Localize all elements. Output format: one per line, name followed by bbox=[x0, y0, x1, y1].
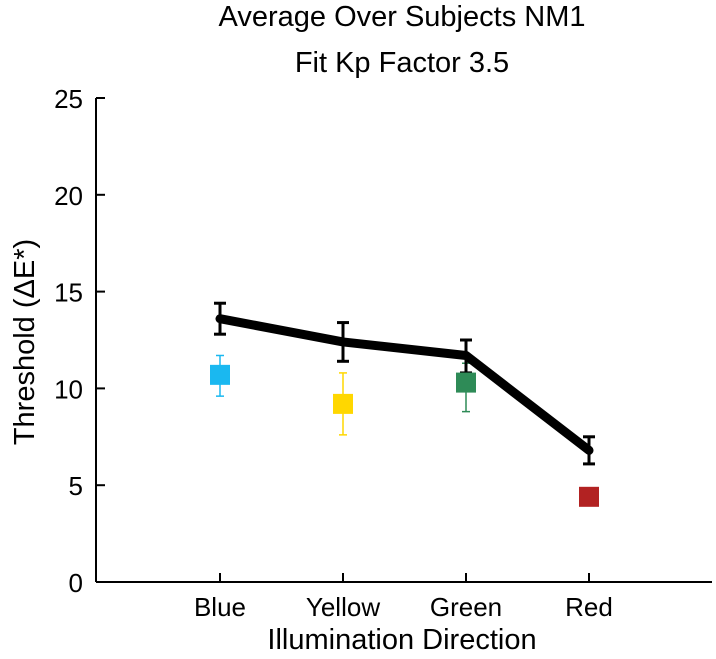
x-tick-label-2: Green bbox=[430, 592, 502, 622]
x-tick-label-3: Red bbox=[565, 592, 613, 622]
marker-green bbox=[456, 372, 476, 393]
marker-yellow bbox=[333, 393, 353, 414]
y-tick-label-0: 0 bbox=[69, 568, 83, 598]
y-tick-label-3: 15 bbox=[54, 278, 83, 308]
x-axis-label: Illumination Direction bbox=[267, 624, 536, 656]
y-tick-label-2: 10 bbox=[54, 374, 83, 404]
threshold-line bbox=[215, 314, 594, 455]
chart-title-line-2: Fit Kp Factor 3.5 bbox=[295, 47, 509, 79]
y-tick-label-4: 20 bbox=[54, 181, 83, 211]
y-axis-label: Threshold (ΔE*) bbox=[9, 239, 41, 445]
marker-red bbox=[579, 486, 599, 507]
plot-area: 0 5 10 15 20 25 Blue Yellow Green Red bbox=[54, 84, 712, 622]
chart-title-line-1: Average Over Subjects NM1 bbox=[219, 1, 586, 33]
x-tick-label-0: Blue bbox=[194, 592, 246, 622]
marker-blue bbox=[210, 364, 230, 385]
y-tick-label-1: 5 bbox=[69, 471, 83, 501]
x-tick-label-1: Yellow bbox=[306, 592, 380, 622]
y-tick-label-5: 25 bbox=[54, 84, 83, 114]
